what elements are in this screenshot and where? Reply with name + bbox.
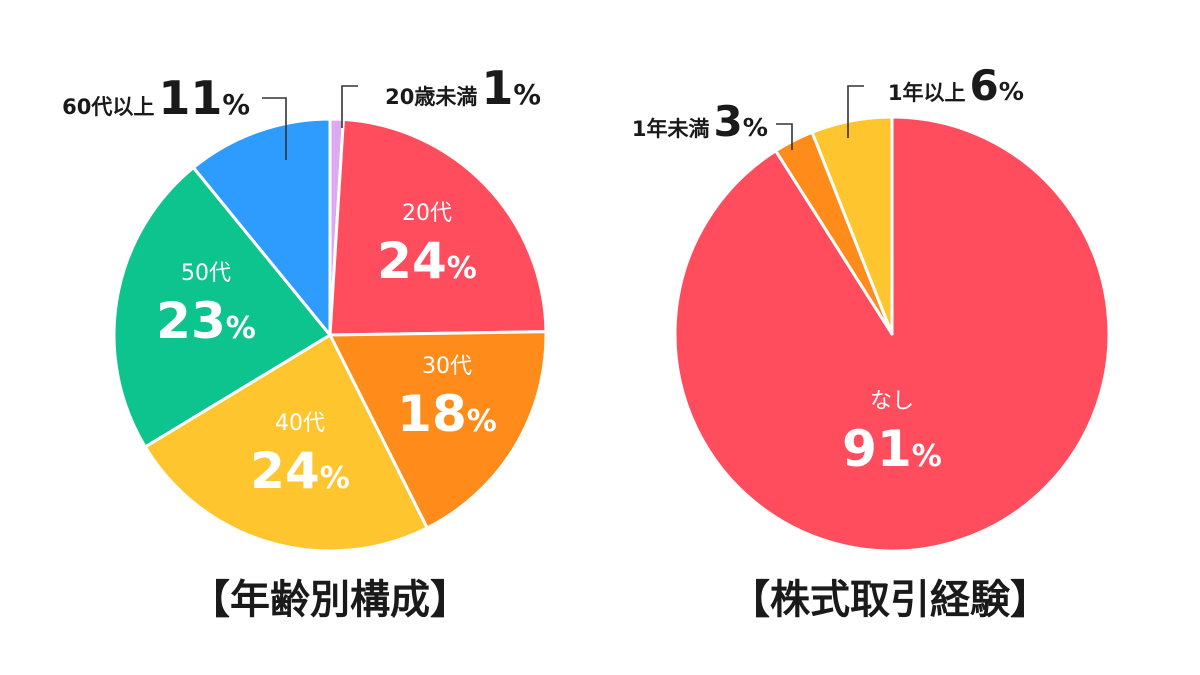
pie1-label-under20: 20歳未満1% xyxy=(385,61,541,115)
pie1-slice-3 xyxy=(143,333,429,553)
pie1-label-20s-value: 24% xyxy=(377,232,477,290)
pie1-label-30s-category: 30代 xyxy=(422,354,472,379)
pie1-label-50s-category: 50代 xyxy=(181,261,231,286)
pie1-label-60plus: 60代以上11% xyxy=(62,71,250,125)
experience-chart-title: 【株式取引経験】 xyxy=(730,577,1050,623)
pie1-label-40s-value: 24% xyxy=(250,442,350,500)
pie1-slice-4 xyxy=(112,166,332,449)
pie2-leader-1yplus xyxy=(847,85,864,138)
pie2-label-none-category: なし xyxy=(870,389,914,414)
pie1-label-30s-value: 18% xyxy=(397,385,497,443)
pie2-leader-under1y xyxy=(776,123,793,150)
pie1-label-20s-category: 20代 xyxy=(402,201,452,226)
pie1-slice-1 xyxy=(328,117,548,337)
pie1-leader-under20 xyxy=(341,85,358,128)
pie1-slice-5 xyxy=(191,117,332,337)
pie1-slice-2 xyxy=(328,330,548,530)
pie2-label-1yplus: 1年以上6% xyxy=(888,61,1024,110)
pie2-slice-2 xyxy=(810,115,894,336)
pie1-leader-60plus xyxy=(262,97,287,160)
pie1-label-40s-category: 40代 xyxy=(275,411,325,436)
age-chart-title: 【年齢別構成】 xyxy=(190,577,470,623)
pie1-label-50s-value: 23% xyxy=(156,292,256,350)
pie2-label-none-value: 91% xyxy=(842,420,942,478)
pie2-label-under1y: 1年未満3% xyxy=(632,97,768,146)
